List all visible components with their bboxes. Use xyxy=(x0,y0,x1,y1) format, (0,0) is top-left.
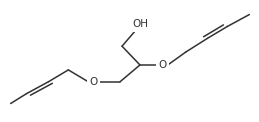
Bar xyxy=(87,74,100,90)
Text: O: O xyxy=(159,60,167,70)
Bar xyxy=(156,57,169,73)
Text: OH: OH xyxy=(132,19,148,29)
Bar xyxy=(130,17,150,32)
Text: O: O xyxy=(89,77,97,87)
